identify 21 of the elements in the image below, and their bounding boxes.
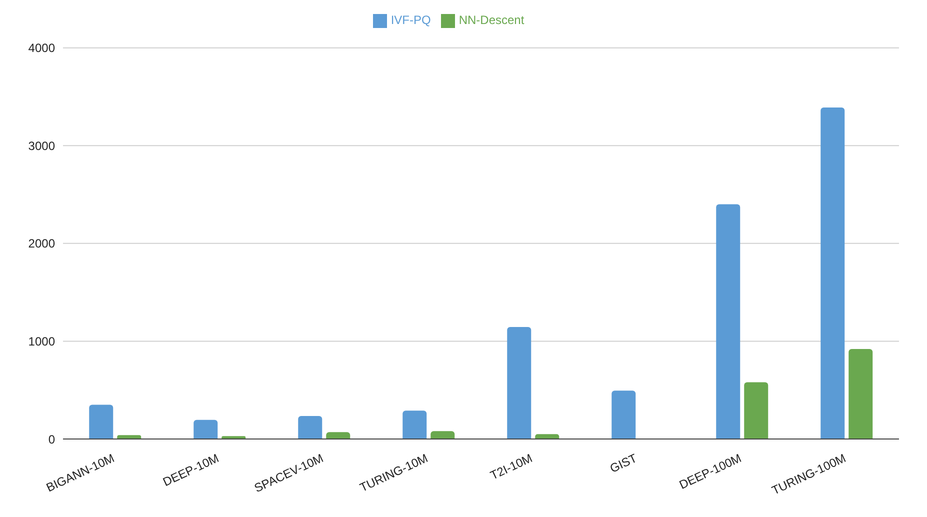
bar bbox=[326, 432, 350, 439]
y-tick-label: 3000 bbox=[28, 138, 56, 153]
bar bbox=[194, 420, 218, 439]
bar bbox=[298, 416, 322, 439]
bar bbox=[402, 410, 427, 439]
x-tick-label: GIST bbox=[608, 450, 640, 476]
y-tick-label: 1000 bbox=[28, 334, 56, 348]
bar bbox=[848, 349, 873, 439]
bar bbox=[535, 434, 560, 439]
y-tick-label: 4000 bbox=[28, 41, 56, 56]
legend-label: NN-Descent bbox=[458, 13, 524, 27]
y-tick-label: 0 bbox=[48, 432, 56, 446]
bar bbox=[507, 327, 532, 439]
legend-label: IVF-PQ bbox=[390, 13, 431, 27]
bar bbox=[820, 107, 845, 439]
bar bbox=[612, 390, 636, 439]
y-tick-label: 2000 bbox=[28, 236, 56, 251]
bar bbox=[716, 204, 740, 439]
bar bbox=[89, 404, 114, 439]
bar bbox=[430, 431, 455, 439]
bar bbox=[744, 382, 768, 439]
